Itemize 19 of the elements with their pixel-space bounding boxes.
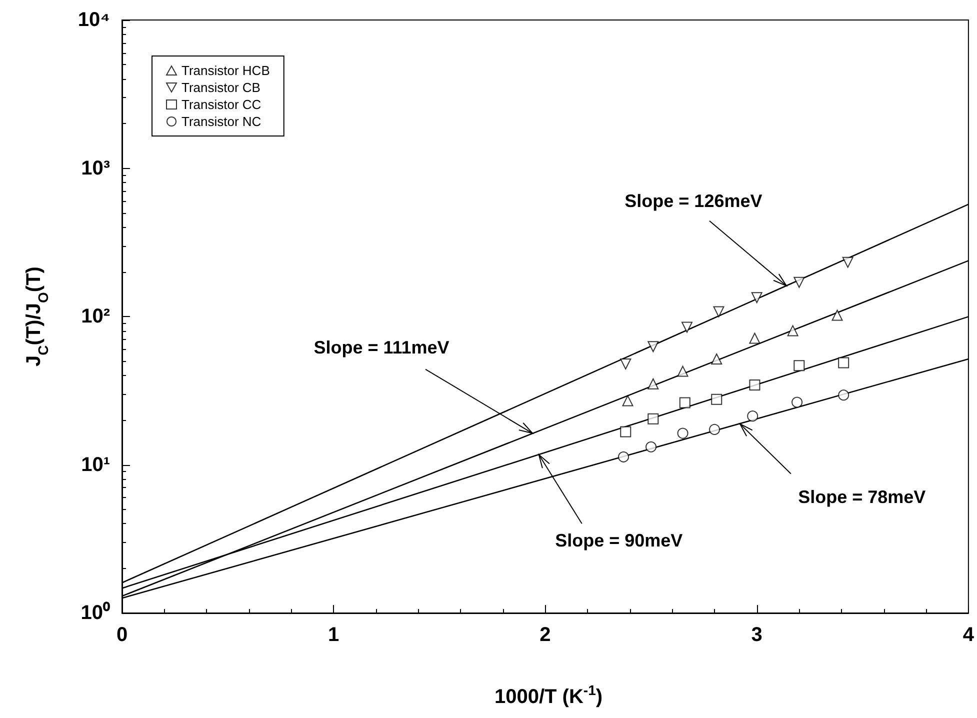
x-tick-label: 1	[328, 624, 340, 646]
legend-label: Transistor HCB	[182, 63, 270, 78]
y-tick-label: 10⁰	[80, 601, 110, 624]
x-tick-label: 2	[540, 624, 551, 646]
legend-label: Transistor CB	[182, 80, 260, 95]
x-tick-label: 4	[962, 624, 975, 646]
x-tick-label: 3	[751, 624, 762, 646]
annotation: Slope = 111meV	[314, 337, 450, 358]
y-tick-label: 10¹	[81, 454, 110, 476]
x-axis-title: 1000/T (K$^{-1}$)	[494, 682, 603, 708]
annotation: Slope = 126meV	[624, 190, 762, 211]
y-tick-label: 10⁴	[78, 9, 110, 31]
annotation: Slope = 78meV	[798, 486, 926, 507]
y-tick-label: 10³	[81, 157, 110, 180]
y-tick-label: 10²	[81, 306, 110, 328]
x-tick-label: 0	[116, 624, 128, 646]
legend-label: Transistor NC	[182, 114, 262, 129]
annotation: Slope = 90meV	[555, 530, 683, 551]
legend-label: Transistor CC	[182, 97, 262, 112]
